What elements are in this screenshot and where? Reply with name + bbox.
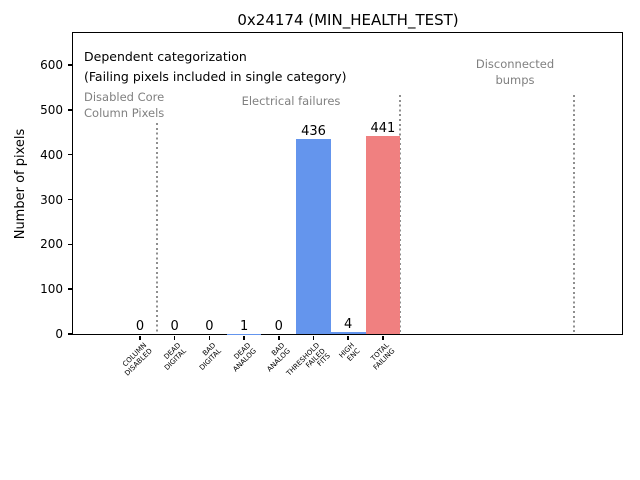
chart-title: 0x24174 (MIN_HEALTH_TEST) [237,11,459,29]
x-tick-mark [312,335,315,340]
plot-area [72,32,623,335]
section-separator-line [156,123,159,334]
x-tick-label: THRESHOLD FAILED FITS [285,341,333,378]
y-tick-mark [68,109,73,111]
bar-value-label: 441 [370,121,396,137]
bar-value-label: 0 [170,319,179,334]
x-tick-label: TOTAL FAILING [369,341,397,372]
x-tick-mark [208,335,211,340]
x-tick-mark [278,335,280,340]
section-label-electrical-failures: Electrical failures [241,94,341,108]
y-tick-mark [68,333,73,335]
section-label-disconnected-bumps: Disconnected bumps [475,57,555,87]
y-tick-mark [68,288,73,290]
x-tick-label: BAD DIGITAL [197,341,223,372]
bar [330,332,366,334]
y-tick-label: 300 [40,192,63,207]
bar-value-label: 1 [239,318,249,334]
y-tick-mark [68,243,73,246]
section-label-disabled-core: Disabled Core Column Pixels [84,90,165,120]
bar-value-label: 0 [135,319,145,334]
y-tick-mark [68,153,73,156]
y-tick-label: 400 [40,147,63,162]
bar [296,138,331,334]
y-tick-mark [68,198,73,201]
bar-value-label: 0 [205,319,214,334]
x-tick-mark [382,335,384,340]
bar-value-label: 0 [274,319,283,334]
y-tick-mark [68,64,73,66]
x-tick-mark [173,335,176,340]
x-tick-mark [243,335,245,340]
x-tick-mark [139,335,141,340]
y-tick-label: 200 [40,237,63,252]
bar-value-label: 4 [344,317,353,333]
bar-value-label: 436 [301,123,326,139]
x-tick-mark [347,335,349,340]
bar [365,136,401,334]
y-axis-label: Number of pixels [13,128,28,240]
section-separator-line [399,95,402,334]
section-separator-line [572,95,575,334]
y-tick-label: 600 [40,58,63,73]
x-tick-label: HIGH ENC [337,341,362,363]
x-tick-label: COLUMN DISABLED [120,341,154,378]
y-tick-label: 100 [40,282,63,297]
x-tick-label: DEAD DIGITAL [162,341,189,372]
x-tick-label: DEAD ANALOG [230,341,258,374]
y-tick-label: 0 [55,327,63,341]
y-tick-label: 500 [40,102,63,117]
dependency-note: Dependent categorization (Failing pixels… [84,49,347,84]
